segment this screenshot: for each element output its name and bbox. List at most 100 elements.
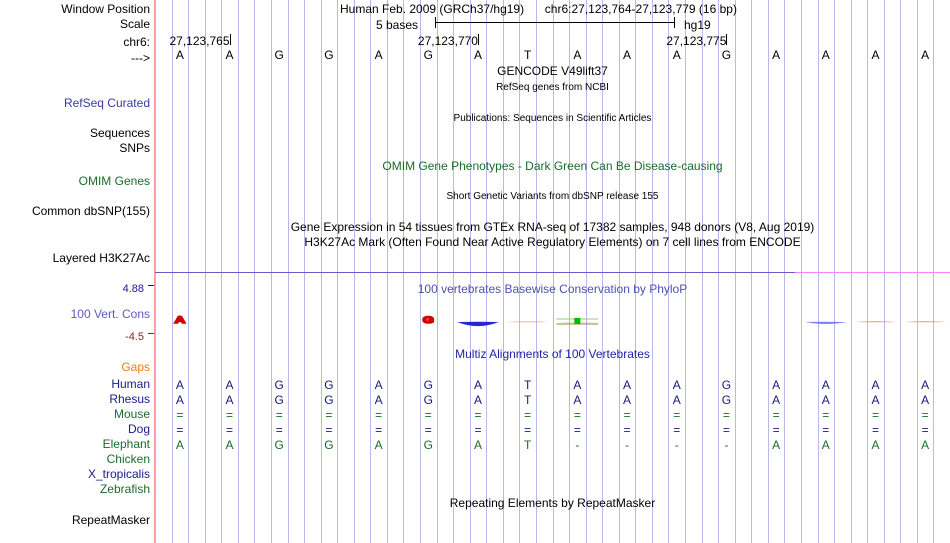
base-letter: A (921, 438, 930, 452)
sidelabel-publications-snps[interactable]: SNPs (119, 141, 150, 155)
phylop-bar (854, 321, 897, 323)
gridline (784, 0, 785, 543)
base-letter: = (424, 408, 432, 422)
base-letter: A (374, 48, 383, 62)
multiz-row-zebrafish (155, 483, 950, 497)
label-chrom: chr6: (123, 35, 150, 49)
coord-tick-mark (229, 34, 231, 45)
sidelabel-publications-sequences[interactable]: Sequences (89, 126, 150, 140)
multiz-row-x_tropicalis (155, 468, 950, 482)
base-letter: = (424, 423, 432, 437)
base-letter: = (226, 408, 234, 422)
gridline (801, 0, 802, 543)
sidelabel-species-xtropicalis[interactable]: X_tropicalis (87, 467, 150, 481)
sidelabel-species-dog[interactable]: Dog (127, 422, 150, 436)
gridline (470, 0, 471, 543)
sidelabel-layered-h3k27ac[interactable]: Layered H3K27Ac (52, 251, 150, 265)
phylop-bar (457, 321, 499, 327)
gridline (867, 0, 868, 543)
base-letter: = (524, 408, 532, 422)
gridline (337, 0, 338, 543)
sidelabel-refseq-curated[interactable]: RefSeq Curated (63, 96, 150, 110)
sidelabel-omim-genes[interactable]: OMIM Genes (78, 174, 150, 188)
sidelabel-species-rhesus[interactable]: Rhesus (109, 392, 150, 406)
gridline (884, 0, 885, 543)
position-label[interactable]: chr6:27,123,764-27,123,779 (16 bp) (544, 2, 737, 16)
base-letter: T (523, 48, 532, 62)
base-letter: A (374, 438, 383, 452)
gridline (818, 0, 819, 543)
base-letter: = (772, 408, 780, 422)
gridline (437, 0, 438, 543)
base-letter: A (672, 48, 681, 62)
coord-tick-label: 27,123,765 (169, 34, 230, 48)
cons-axis-min: -4.5 (125, 331, 144, 343)
base-letter: A (225, 438, 234, 452)
gridline (403, 0, 404, 543)
sidelabel-common-dbsnp[interactable]: Common dbSNP(155) (31, 204, 150, 218)
gridline (718, 0, 719, 543)
base-letter: A (871, 378, 880, 392)
base-letter: G (324, 48, 334, 62)
caption-repeatmasker[interactable]: Repeating Elements by RepeatMasker (449, 496, 656, 510)
gridline (569, 0, 570, 543)
sidelabel-repeatmasker[interactable]: RepeatMasker (71, 513, 150, 527)
sidelabel-species-mouse[interactable]: Mouse (113, 407, 150, 421)
sidelabel-species-elephant[interactable]: Elephant (102, 437, 150, 451)
base-letter: = (871, 423, 879, 437)
base-letter: = (375, 423, 383, 437)
gridline (172, 0, 173, 543)
base-letter: A (473, 378, 482, 392)
base-letter: A (921, 378, 930, 392)
base-letter: = (176, 408, 184, 422)
gridline (917, 0, 918, 543)
base-letter: A (573, 393, 582, 407)
multiz-row-dog: = = = = = = = = = = = = = = = = (155, 423, 950, 437)
phylop-bar (904, 321, 947, 323)
base-letter: A (175, 48, 184, 62)
sidelabel-100-vert-cons[interactable]: 100 Vert. Cons (70, 307, 150, 321)
gridline (486, 0, 487, 543)
gridline (321, 0, 322, 543)
caption-dbsnp[interactable]: Short Genetic Variants from dbSNP releas… (446, 191, 659, 202)
caption-phylop[interactable]: 100 vertebrates Basewise Conservation by… (417, 282, 688, 296)
gridline (768, 0, 769, 543)
base-letter: - (724, 438, 729, 452)
gridline (205, 0, 206, 543)
base-letter: = (722, 423, 730, 437)
sidelabel-species-zebrafish[interactable]: Zebrafish (99, 482, 150, 496)
caption-multiz[interactable]: Multiz Alignments of 100 Vertebrates (455, 347, 650, 361)
base-letter: = (325, 408, 333, 422)
base-letter: - (575, 438, 580, 452)
base-letter: G (274, 438, 284, 452)
gridline (834, 0, 835, 543)
gridline (519, 0, 520, 543)
sidelabel-species-human[interactable]: Human (111, 377, 150, 391)
caption-h3k27ac[interactable]: H3K27Ac Mark (Often Found Near Active Re… (304, 235, 801, 249)
base-letter: A (772, 378, 781, 392)
base-letter: A (623, 393, 632, 407)
sidelabel-gaps: Gaps (121, 360, 150, 374)
db-badge: hg19 (684, 18, 711, 32)
base-letter: G (274, 48, 284, 62)
base-letter: G (423, 438, 433, 452)
caption-gencode[interactable]: GENCODE V49lift37 (497, 64, 608, 78)
base-letter: = (474, 408, 482, 422)
caption-gtex[interactable]: Gene Expression in 54 tissues from GTEx … (290, 220, 815, 234)
gridline (685, 0, 686, 543)
base-letter: A (225, 393, 234, 407)
track-data-area (155, 0, 950, 543)
caption-refseq[interactable]: RefSeq genes from NCBI (496, 82, 609, 93)
sidelabel-species-chicken[interactable]: Chicken (106, 452, 150, 466)
gridline (271, 0, 272, 543)
base-letter: T (523, 378, 532, 392)
base-letter: = (623, 423, 631, 437)
base-letter: A (772, 438, 781, 452)
multiz-row-mouse: = = = = = = = = = = = = = = = = (155, 408, 950, 422)
caption-publications[interactable]: Publications: Sequences in Scientific Ar… (453, 113, 652, 124)
caption-omim[interactable]: OMIM Gene Phenotypes - Dark Green Can Be… (382, 159, 723, 173)
